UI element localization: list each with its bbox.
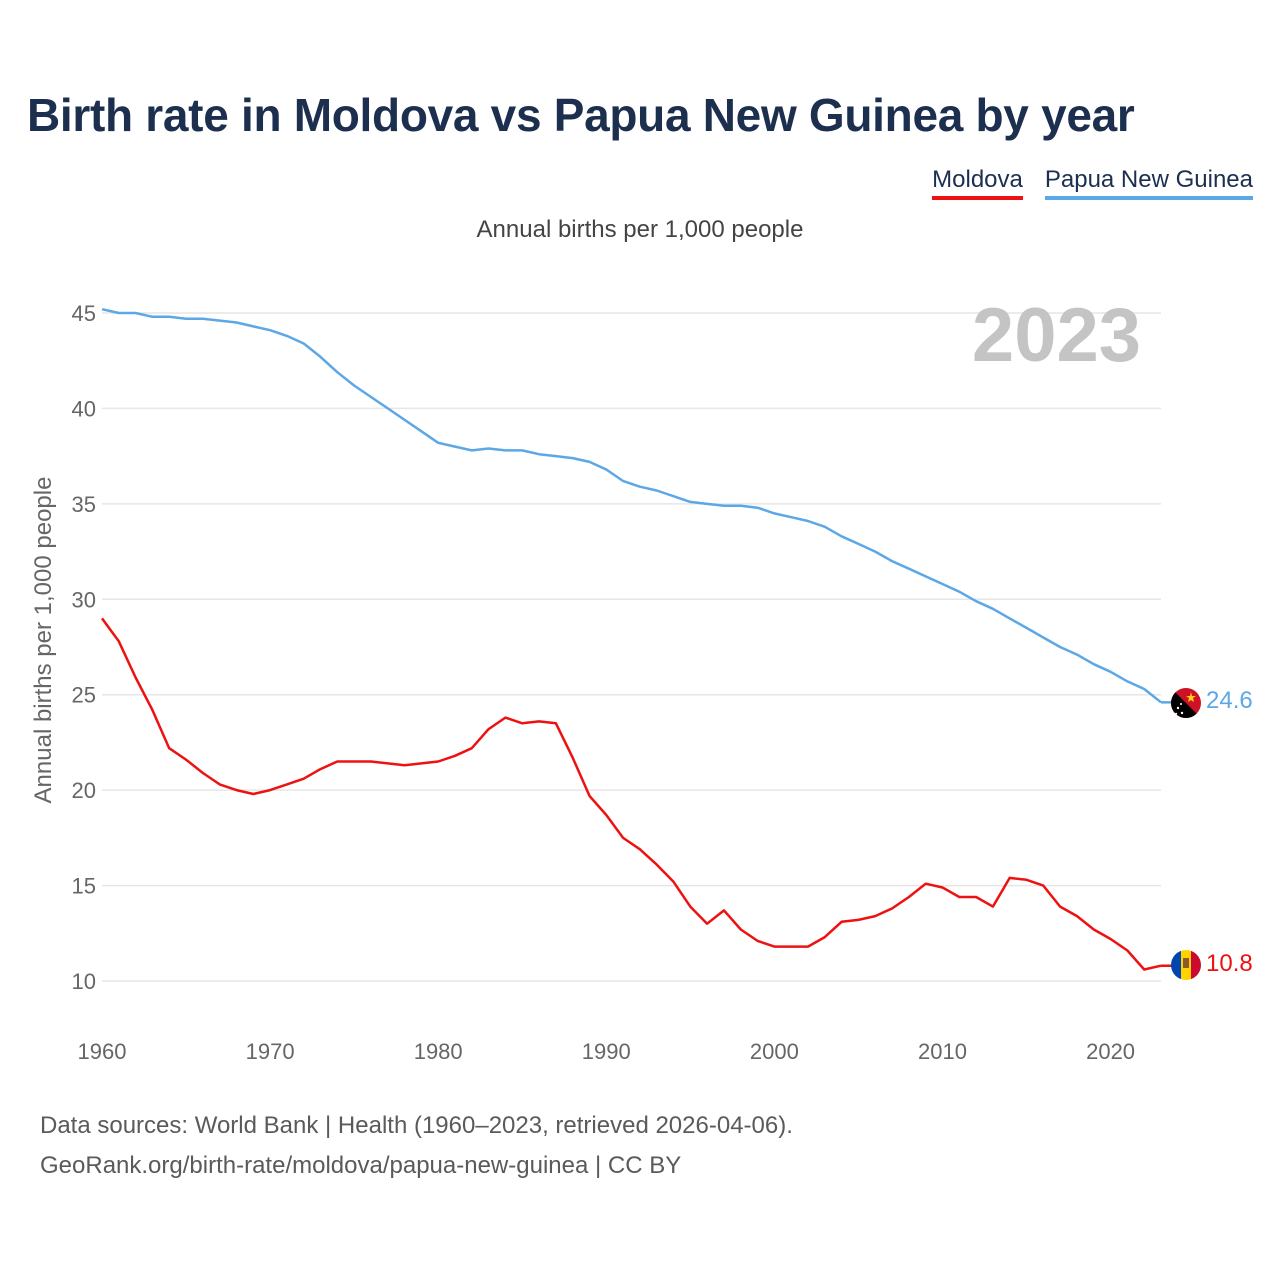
- x-tick-label: 1960: [78, 1039, 127, 1064]
- x-tick-label: 1980: [414, 1039, 463, 1064]
- series-lines: [100, 307, 1172, 971]
- y-tick-label: 40: [72, 396, 96, 421]
- x-tick-label: 2010: [918, 1039, 967, 1064]
- legend-item-papua-new-guinea[interactable]: Papua New Guinea: [1044, 166, 1253, 200]
- y-tick-label: 35: [72, 492, 96, 517]
- chart-title: Birth rate in Moldova vs Papua New Guine…: [27, 89, 1135, 141]
- chart-subtitle: Annual births per 1,000 people: [476, 216, 804, 243]
- source-line-2[interactable]: GeoRank.org/birth-rate/moldova/papua-new…: [40, 1152, 682, 1179]
- x-tick-label: 1990: [582, 1039, 631, 1064]
- gridlines: [102, 312, 1161, 982]
- end-value-papua-new-guinea: 24.6: [1206, 687, 1253, 714]
- legend-item-moldova[interactable]: Moldova: [932, 166, 1023, 200]
- y-tick-label: 10: [72, 969, 96, 994]
- papua-new-guinea-flag-icon: [1171, 688, 1201, 718]
- x-axis-ticks: 1960 1970 1980 1990 2000 2010 2020: [78, 1039, 1136, 1064]
- x-tick-label: 2000: [750, 1039, 799, 1064]
- y-tick-label: 15: [72, 874, 96, 899]
- y-axis-ticks: 10 15 20 25 30 35 40 45: [72, 301, 96, 994]
- y-tick-label: 25: [72, 683, 96, 708]
- end-value-moldova: 10.8: [1206, 950, 1253, 977]
- moldova-flag-icon: [1171, 950, 1201, 980]
- year-label: 2023: [972, 293, 1141, 378]
- y-axis-label: Annual births per 1,000 people: [30, 477, 57, 804]
- y-tick-label: 30: [72, 587, 96, 612]
- x-tick-label: 2020: [1086, 1039, 1135, 1064]
- legend: Moldova Papua New Guinea: [932, 166, 1253, 200]
- y-tick-label: 20: [72, 778, 96, 803]
- x-tick-label: 1970: [246, 1039, 295, 1064]
- source-note: Data sources: World Bank | Health (1960–…: [40, 1106, 793, 1186]
- y-tick-label: 45: [72, 301, 96, 326]
- source-line-1: Data sources: World Bank | Health (1960–…: [40, 1112, 793, 1139]
- series-line-moldova[interactable]: [100, 617, 1162, 971]
- series-line-papua-new-guinea[interactable]: [101, 307, 1162, 704]
